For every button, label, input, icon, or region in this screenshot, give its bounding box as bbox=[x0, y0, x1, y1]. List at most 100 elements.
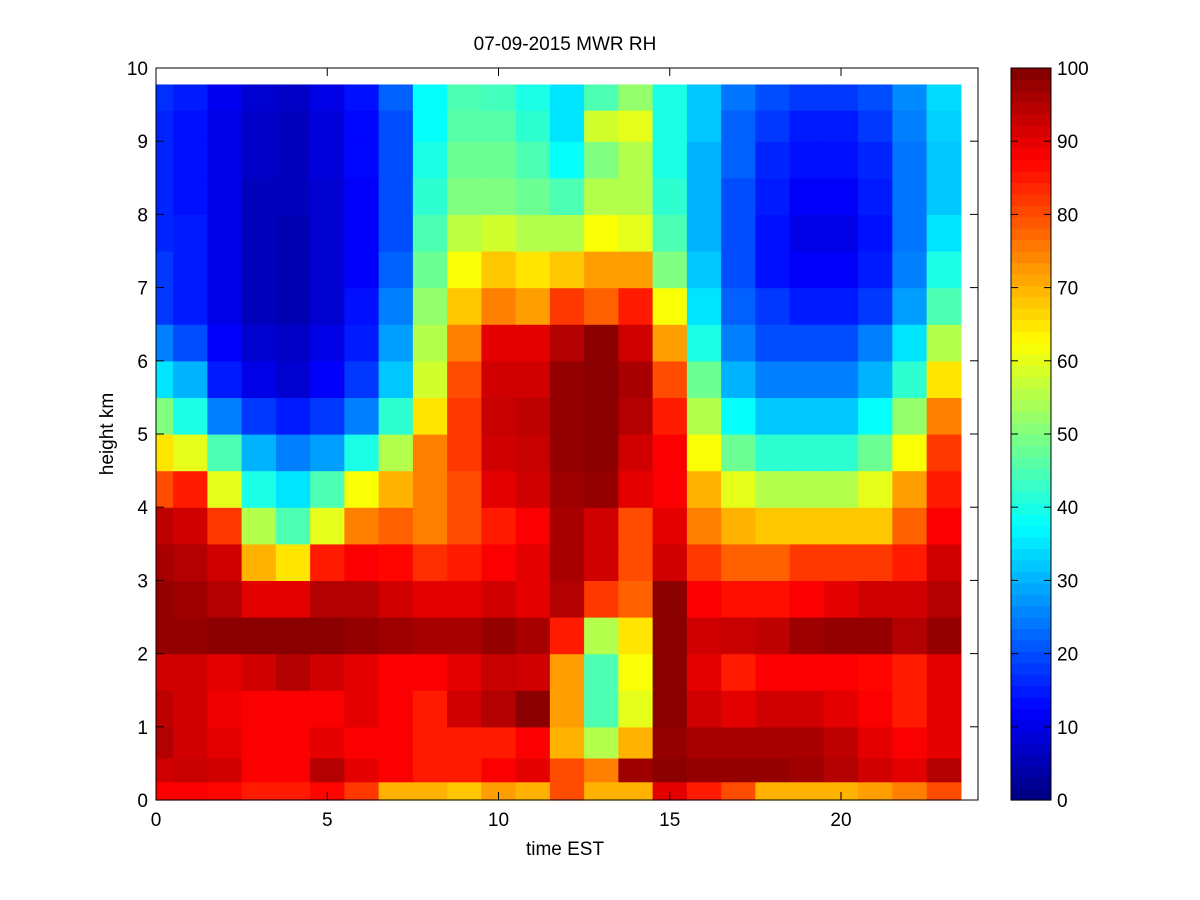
heatmap-cell bbox=[241, 110, 277, 142]
colorbar-swatch bbox=[1011, 205, 1051, 218]
heatmap-cell bbox=[515, 84, 551, 111]
heatmap-cell bbox=[447, 470, 482, 508]
colorbar-swatch bbox=[1011, 708, 1051, 721]
heatmap-cell bbox=[515, 726, 551, 759]
heatmap-cell bbox=[721, 434, 756, 472]
heatmap-cell bbox=[721, 653, 756, 691]
heatmap-cell bbox=[721, 781, 756, 801]
heatmap-cell bbox=[926, 251, 962, 289]
heatmap-cell bbox=[584, 543, 619, 581]
heatmap-cell bbox=[156, 470, 174, 508]
heatmap-cell bbox=[789, 580, 825, 618]
heatmap-cell bbox=[310, 653, 345, 691]
heatmap-cell bbox=[926, 507, 962, 545]
heatmap-cell bbox=[686, 141, 722, 179]
heatmap-cell bbox=[892, 781, 928, 801]
heatmap-cell bbox=[378, 690, 414, 728]
heatmap-cell bbox=[447, 141, 482, 179]
heatmap-cell bbox=[241, 360, 277, 398]
heatmap-cell bbox=[275, 507, 311, 545]
heatmap-cell bbox=[686, 580, 722, 618]
heatmap-cell bbox=[173, 434, 208, 472]
colorbar-swatch bbox=[1011, 342, 1051, 355]
heatmap-cell bbox=[892, 507, 928, 545]
heatmap-cell bbox=[823, 543, 859, 581]
heatmap-cell bbox=[549, 580, 585, 618]
colorbar-tick-label: 90 bbox=[1057, 132, 1078, 153]
heatmap-cell bbox=[173, 141, 208, 179]
heatmap-cell bbox=[275, 324, 311, 362]
heatmap-cell bbox=[344, 653, 380, 691]
heatmap-cell bbox=[241, 434, 277, 472]
heatmap-cell bbox=[207, 617, 243, 655]
colorbar-swatch bbox=[1011, 308, 1051, 321]
heatmap-cell bbox=[618, 324, 654, 362]
heatmap-cell bbox=[584, 690, 619, 728]
heatmap-cell bbox=[447, 214, 482, 252]
heatmap-cell bbox=[686, 177, 722, 215]
heatmap-cell bbox=[156, 324, 174, 362]
heatmap-cell bbox=[926, 580, 962, 618]
colorbar-swatch bbox=[1011, 491, 1051, 504]
heatmap-cell bbox=[207, 360, 243, 398]
heatmap-cell bbox=[173, 757, 208, 783]
heatmap-cell bbox=[173, 397, 208, 435]
heatmap-cell bbox=[549, 177, 585, 215]
heatmap-cell bbox=[412, 287, 448, 325]
heatmap-cell bbox=[447, 251, 482, 289]
heatmap-cell bbox=[481, 507, 517, 545]
heatmap-cell bbox=[823, 580, 859, 618]
heatmap-cell bbox=[755, 726, 791, 759]
heatmap-cell bbox=[515, 177, 551, 215]
heatmap-cell bbox=[686, 110, 722, 142]
heatmap-cell bbox=[892, 287, 928, 325]
y-tick-label: 6 bbox=[137, 352, 148, 373]
heatmap-cell bbox=[858, 84, 893, 111]
heatmap-cell bbox=[789, 434, 825, 472]
heatmap-cell bbox=[789, 251, 825, 289]
heatmap-cell bbox=[241, 84, 277, 111]
colorbar-swatch bbox=[1011, 319, 1051, 332]
heatmap-cell bbox=[207, 141, 243, 179]
heatmap-cell bbox=[892, 653, 928, 691]
heatmap-cell bbox=[515, 324, 551, 362]
heatmap-cell bbox=[156, 580, 174, 618]
heatmap-cell bbox=[481, 757, 517, 783]
colorbar-swatch bbox=[1011, 731, 1051, 744]
heatmap-cell bbox=[789, 757, 825, 783]
heatmap-cell bbox=[241, 690, 277, 728]
heatmap-cell bbox=[156, 617, 174, 655]
heatmap-cell bbox=[447, 580, 482, 618]
heatmap-cell bbox=[892, 84, 928, 111]
heatmap-cell bbox=[344, 470, 380, 508]
heatmap-cell bbox=[447, 177, 482, 215]
heatmap-cell bbox=[652, 470, 688, 508]
heatmap-cell bbox=[378, 84, 414, 111]
heatmap-cell bbox=[156, 434, 174, 472]
colorbar-swatch bbox=[1011, 422, 1051, 435]
heatmap-cell bbox=[310, 251, 345, 289]
heatmap-cell bbox=[241, 781, 277, 801]
heatmap-cell bbox=[344, 690, 380, 728]
colorbar-tick-label: 80 bbox=[1057, 205, 1078, 226]
y-axis-label: height km bbox=[97, 393, 118, 475]
heatmap-cell bbox=[721, 726, 756, 759]
heatmap-cell bbox=[652, 324, 688, 362]
heatmap-cell bbox=[618, 580, 654, 618]
heatmap-cell bbox=[755, 507, 791, 545]
heatmap-cell bbox=[412, 251, 448, 289]
heatmap-cell bbox=[789, 690, 825, 728]
heatmap-cell bbox=[823, 781, 859, 801]
heatmap-cell bbox=[207, 653, 243, 691]
heatmap-cell bbox=[241, 653, 277, 691]
heatmap-cell bbox=[721, 397, 756, 435]
heatmap-cell bbox=[721, 84, 756, 111]
heatmap-cell bbox=[892, 726, 928, 759]
heatmap-cell bbox=[789, 543, 825, 581]
heatmap-cell bbox=[515, 110, 551, 142]
heatmap-cell bbox=[926, 470, 962, 508]
heatmap-cell bbox=[447, 397, 482, 435]
heatmap-cell bbox=[926, 110, 962, 142]
heatmap-cell bbox=[618, 434, 654, 472]
